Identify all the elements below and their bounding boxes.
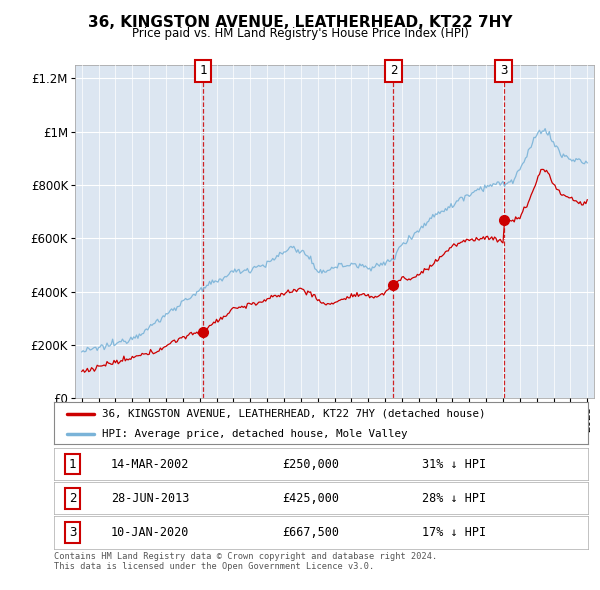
Text: 2: 2 [69,491,76,505]
Text: 31% ↓ HPI: 31% ↓ HPI [422,457,487,471]
Text: £250,000: £250,000 [282,457,339,471]
Text: £425,000: £425,000 [282,491,339,505]
Text: 2: 2 [390,64,397,77]
Text: 1: 1 [199,64,207,77]
Text: HPI: Average price, detached house, Mole Valley: HPI: Average price, detached house, Mole… [102,429,407,438]
Text: 3: 3 [69,526,76,539]
Text: 10-JAN-2020: 10-JAN-2020 [111,526,190,539]
Text: 36, KINGSTON AVENUE, LEATHERHEAD, KT22 7HY (detached house): 36, KINGSTON AVENUE, LEATHERHEAD, KT22 7… [102,409,485,419]
Text: 17% ↓ HPI: 17% ↓ HPI [422,526,487,539]
Text: 1: 1 [69,457,76,471]
Text: Price paid vs. HM Land Registry's House Price Index (HPI): Price paid vs. HM Land Registry's House … [131,27,469,40]
Text: 28-JUN-2013: 28-JUN-2013 [111,491,190,505]
Text: Contains HM Land Registry data © Crown copyright and database right 2024.
This d: Contains HM Land Registry data © Crown c… [54,552,437,571]
Text: 14-MAR-2002: 14-MAR-2002 [111,457,190,471]
Text: 3: 3 [500,64,507,77]
Text: 28% ↓ HPI: 28% ↓ HPI [422,491,487,505]
Text: £667,500: £667,500 [282,526,339,539]
Text: 36, KINGSTON AVENUE, LEATHERHEAD, KT22 7HY: 36, KINGSTON AVENUE, LEATHERHEAD, KT22 7… [88,15,512,30]
